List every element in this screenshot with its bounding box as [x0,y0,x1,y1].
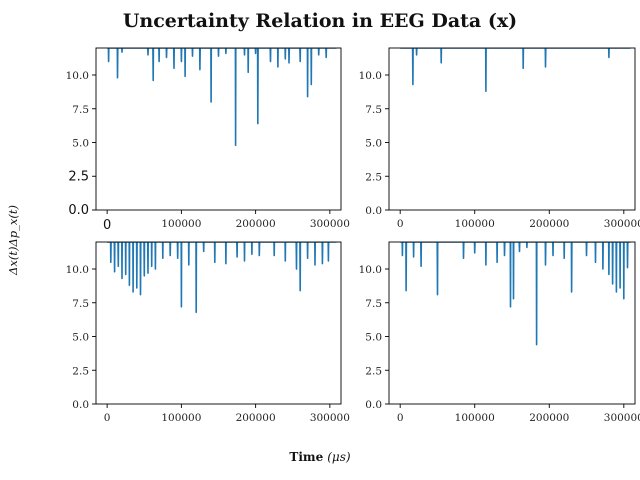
x-tick-label: 200000 [236,412,276,424]
panel-top-right: 0 100000 200000 300000 0.0 2.5 5.0 7.5 10.0 [359,47,640,230]
x-tick-label: 0 [397,218,404,230]
y-tick-label: 2.5 [68,169,89,184]
y-tick-label: 5.0 [72,138,89,150]
y-axis-label: Δx(t)Δp_x(t) [6,205,20,276]
series-line [400,242,631,346]
y-tick-label: 7.5 [365,298,382,310]
y-tick-label: 5.0 [365,332,382,344]
y-tick-label: 7.5 [72,104,89,116]
y-tick-label: 2.5 [365,171,382,183]
y-tick-label: 7.5 [72,298,89,310]
chart-title: Uncertainty Relation in EEG Data (x) [123,10,517,32]
x-tick-label: 0 [104,412,111,424]
axes-frame [95,241,342,405]
y-tick-label: 7.5 [365,104,382,116]
y-tick-label: 2.5 [365,365,382,377]
panel-top-left: 0 100000 200000 300000 0.0 2.5 5.0 7.5 10.0 [66,47,350,233]
panel-bottom-left: 0 100000 200000 300000 0.0 2.5 5.0 7.5 10.0 [66,241,350,424]
x-tick-label: 300000 [310,218,350,230]
x-tick-label: 0 [397,412,404,424]
x-tick-label: 0 [103,218,111,233]
series-line [400,48,631,92]
axes-frame [388,241,636,405]
x-tick-label: 200000 [529,218,569,230]
x-tick-label: 300000 [604,218,640,230]
x-axis-label: Time (μs) [289,450,350,464]
axes-frame [95,47,342,211]
series-line [107,48,337,146]
y-tick-label: 0.0 [72,399,89,411]
y-tick-label: 10.0 [359,70,382,82]
axes-frame [388,47,636,211]
y-tick-label: 10.0 [359,264,382,276]
y-tick-label: 5.0 [72,332,89,344]
y-tick-label: 0.0 [365,205,382,217]
y-tick-label: 10.0 [66,264,89,276]
y-tick-label: 0.0 [365,399,382,411]
y-tick-label: 10.0 [66,70,89,82]
x-tick-label: 100000 [455,218,495,230]
x-tick-label: 100000 [161,218,201,230]
x-tick-label: 200000 [529,412,569,424]
x-tick-label: 100000 [455,412,495,424]
y-tick-label: 2.5 [72,365,89,377]
series-line [107,242,337,313]
x-axis-label-bold: Time [289,450,323,464]
x-tick-label: 300000 [310,412,350,424]
x-axis-label-unit: (μs) [327,450,351,464]
y-tick-label: 5.0 [365,138,382,150]
y-tick-label: 0.0 [68,203,89,218]
x-tick-label: 200000 [236,218,276,230]
x-tick-label: 100000 [161,412,201,424]
x-tick-label: 300000 [604,412,640,424]
panel-bottom-right: 0 100000 200000 300000 0.0 2.5 5.0 7.5 10.0 [359,241,640,424]
